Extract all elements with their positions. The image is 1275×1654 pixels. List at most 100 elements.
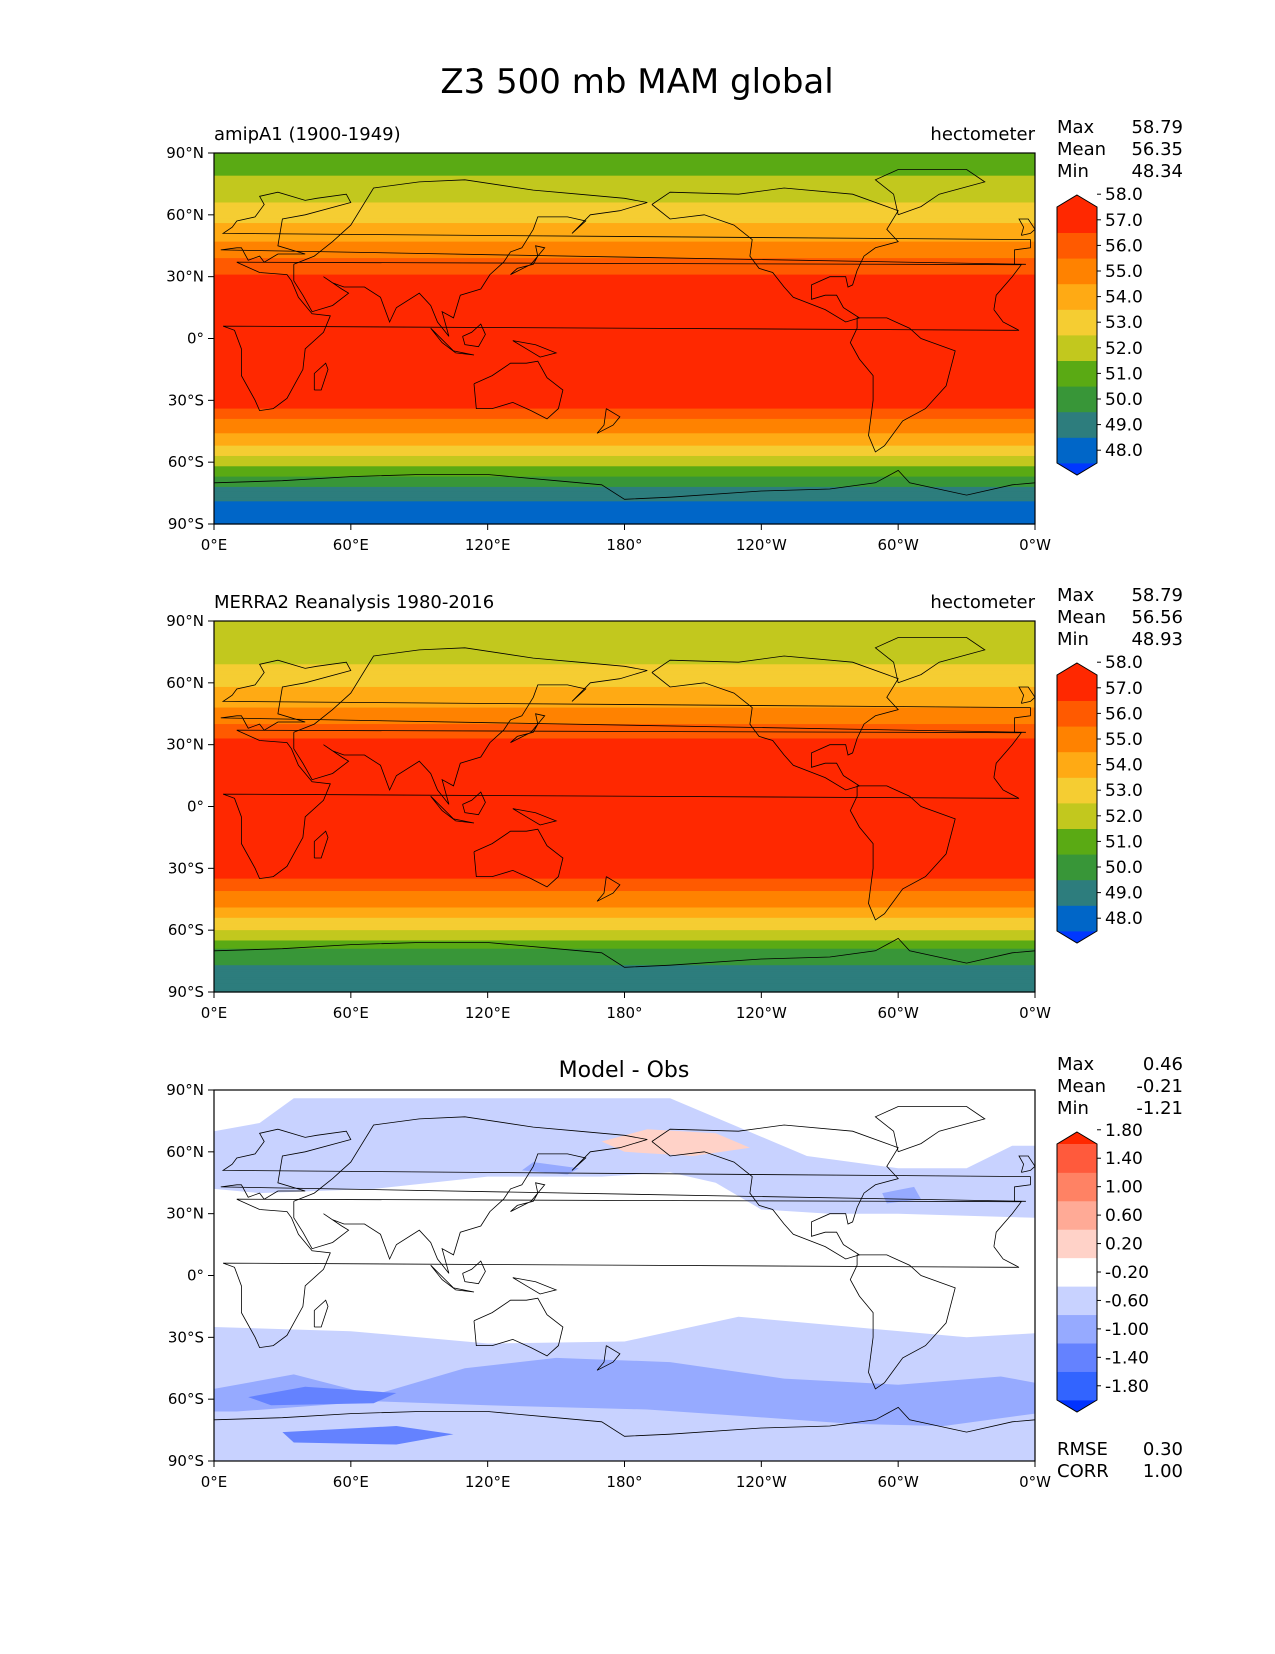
colorbar-segment — [1057, 854, 1097, 881]
stat-value: 0.46 — [1143, 1054, 1183, 1075]
footer-value: 1.00 — [1143, 1461, 1183, 1482]
colorbar-extend-low — [1057, 931, 1097, 943]
field-band — [214, 462, 1035, 465]
field-band — [214, 790, 1035, 793]
field-band — [214, 233, 1035, 237]
field-band — [214, 917, 1035, 921]
field-band — [214, 635, 1035, 639]
colorbar-label: 58.0 — [1105, 653, 1143, 673]
colorbar-label: 56.0 — [1105, 704, 1143, 724]
field-band — [214, 493, 1035, 496]
field-band — [214, 204, 1035, 208]
x-tick-label: 60°E — [333, 1004, 369, 1022]
field-band — [214, 291, 1035, 294]
field-band — [214, 882, 1035, 886]
colorbar-segment — [1057, 232, 1097, 259]
coastline — [651, 187, 899, 323]
field-band — [214, 839, 1035, 843]
field-band — [214, 651, 1035, 655]
x-tick-label: 0°W — [1019, 1473, 1051, 1491]
colorbar-label: 51.0 — [1105, 364, 1143, 384]
field-band — [214, 253, 1035, 257]
coastline — [222, 261, 1023, 412]
panel-diff: Model - Obs 0°E 60°E 120°E 180° 120°W 60°W 0°W… — [166, 1054, 1183, 1491]
field-band — [214, 631, 1035, 634]
field-band — [214, 507, 1035, 511]
field-band — [214, 872, 1035, 876]
field-band — [214, 425, 1035, 428]
coastline — [293, 647, 648, 805]
field-band — [214, 897, 1035, 900]
field-band — [214, 404, 1035, 408]
field-band — [214, 656, 1035, 659]
field-band — [214, 171, 1035, 175]
colorbar-extend-low — [1057, 463, 1097, 475]
field-band — [214, 214, 1035, 218]
field-band — [214, 971, 1035, 975]
colorbar-segment — [1057, 700, 1097, 727]
field-band — [214, 668, 1035, 672]
field-band — [214, 783, 1035, 787]
coastline — [849, 317, 956, 453]
field-band — [214, 633, 1035, 637]
colorbar-segment — [1057, 675, 1097, 701]
difference-contour — [282, 1426, 454, 1445]
field-band — [214, 653, 1035, 657]
field-band — [214, 276, 1035, 280]
field-band — [214, 876, 1035, 880]
field-band — [214, 359, 1035, 362]
field-band — [214, 909, 1035, 913]
field-band — [214, 317, 1035, 321]
field-band — [214, 408, 1035, 412]
field-band — [214, 169, 1035, 173]
field-band — [214, 680, 1035, 684]
field-layer — [214, 621, 1035, 993]
field-band — [214, 515, 1035, 519]
field-band — [214, 936, 1035, 940]
field-band — [214, 734, 1035, 738]
field-band — [214, 342, 1035, 346]
colorbar-label: 52.0 — [1105, 807, 1143, 827]
coastline — [313, 830, 329, 859]
colorbar-label: 54.0 — [1105, 756, 1143, 776]
stat-label: Mean — [1057, 1076, 1106, 1097]
field-band — [214, 381, 1035, 385]
field-band — [214, 423, 1035, 426]
coastline — [1018, 686, 1036, 704]
stat-label: Max — [1057, 1054, 1095, 1075]
field-band — [214, 319, 1035, 323]
field-band — [214, 346, 1035, 350]
field-band — [214, 674, 1035, 678]
field-band — [214, 517, 1035, 521]
field-band — [214, 167, 1035, 171]
field-band — [214, 919, 1035, 923]
colorbar-segment — [1057, 1144, 1097, 1173]
field-band — [214, 499, 1035, 502]
field-band — [214, 241, 1035, 245]
field-band — [214, 787, 1035, 791]
coastline — [430, 1264, 475, 1293]
field-band — [214, 771, 1035, 775]
x-tick-label: 180° — [606, 1004, 642, 1022]
y-tick-label: 90°N — [166, 144, 204, 162]
coastline — [220, 191, 1031, 265]
colorbar-label: 53.0 — [1105, 313, 1143, 333]
field-band — [214, 959, 1035, 962]
field-band — [214, 820, 1035, 824]
field-band — [214, 860, 1035, 863]
axis-ticks: 0°E 60°E 120°E 180° 120°W 60°W 0°W 90°N 60°N 30°N… — [166, 1081, 1051, 1491]
coastline — [512, 340, 558, 358]
field-band — [214, 800, 1035, 803]
field-band — [214, 629, 1035, 632]
colorbar-segment — [1057, 1286, 1097, 1316]
field-band — [214, 942, 1035, 946]
field-band — [214, 868, 1035, 871]
colorbar-label: -1.40 — [1105, 1348, 1149, 1368]
field-band — [214, 377, 1035, 381]
field-band — [214, 738, 1035, 742]
field-band — [214, 754, 1035, 758]
field-layer — [214, 1098, 1035, 1461]
field-band — [214, 202, 1035, 206]
field-band — [214, 948, 1035, 952]
colorbar-label: 0.60 — [1105, 1206, 1143, 1226]
